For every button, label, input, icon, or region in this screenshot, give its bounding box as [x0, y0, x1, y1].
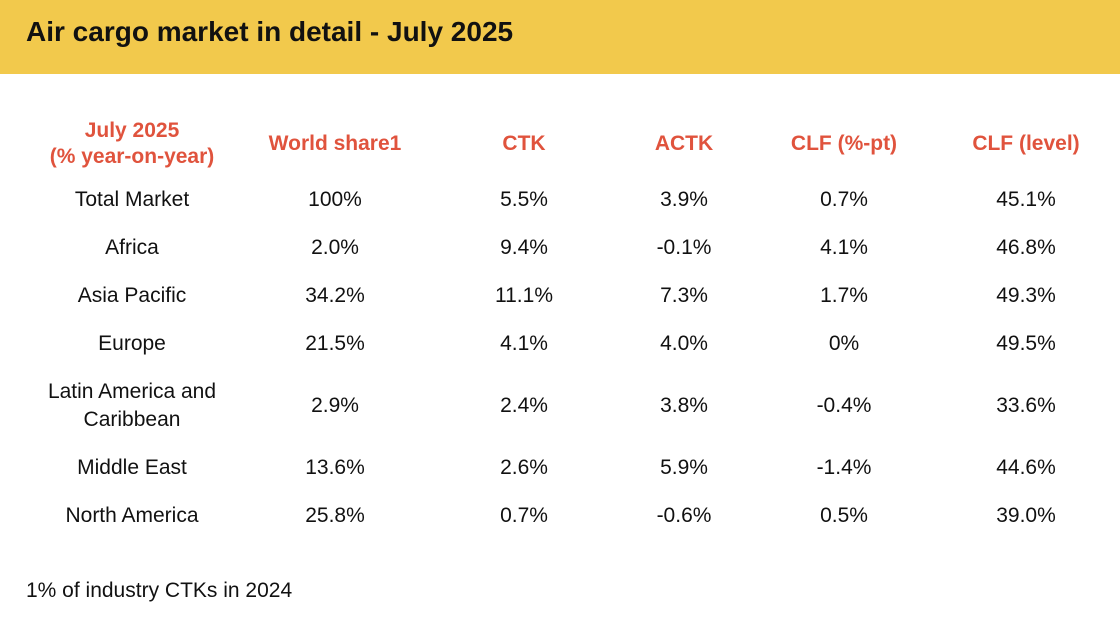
clf-pt-cell: -0.4%: [816, 394, 872, 417]
world-share-cell: 34.2%: [305, 284, 365, 307]
world-share-cell: 13.6%: [305, 456, 365, 479]
header-actk: ACTK: [654, 132, 714, 155]
table-row: Africa 2.0% 9.4% -0.1% 4.1% 46.8%: [18, 224, 1108, 272]
world-share-cell: 100%: [308, 188, 362, 211]
region-cell: Europe: [98, 332, 166, 355]
header-world-share: World share1: [268, 132, 402, 155]
header-region-line1: July 2025: [84, 119, 180, 142]
clf-pt-cell: 1.7%: [820, 284, 868, 307]
region-line2: Caribbean: [83, 408, 181, 431]
region-cell: Latin America and Caribbean: [18, 368, 246, 444]
world-share-cell: 2.0%: [311, 236, 359, 259]
table-row: Europe 21.5% 4.1% 4.0% 0% 49.5%: [18, 320, 1108, 368]
ctk-cell: 4.1%: [500, 332, 548, 355]
actk-cell: -0.6%: [656, 504, 712, 527]
page-title: Air cargo market in detail - July 2025: [26, 16, 514, 47]
clf-level-cell: 44.6%: [996, 456, 1056, 479]
table-row: Middle East 13.6% 2.6% 5.9% -1.4% 44.6%: [18, 444, 1108, 492]
clf-pt-cell: 0.7%: [820, 188, 868, 211]
header-clf-level: CLF (level): [972, 132, 1080, 155]
clf-pt-cell: 0%: [828, 332, 860, 355]
table-row: Asia Pacific 34.2% 11.1% 7.3% 1.7% 49.3%: [18, 272, 1108, 320]
header-clf-pt: CLF (%-pt): [790, 132, 898, 155]
region-cell: Total Market: [74, 188, 190, 211]
header-region-line2: (% year-on-year): [49, 145, 215, 168]
region-cell: Middle East: [77, 456, 187, 479]
ctk-cell: 0.7%: [500, 504, 548, 527]
region-line1: Latin America and: [47, 380, 217, 403]
ctk-cell: 2.6%: [500, 456, 548, 479]
region-cell: North America: [65, 504, 199, 527]
header-region: July 2025 (% year-on-year): [18, 112, 246, 176]
clf-pt-cell: 0.5%: [820, 504, 868, 527]
footnote: 1% of industry CTKs in 2024: [26, 579, 293, 602]
region-cell: Asia Pacific: [77, 284, 187, 307]
region-cell: Africa: [105, 236, 159, 259]
title-banner: Air cargo market in detail - July 2025: [0, 0, 1120, 74]
table-row: North America 25.8% 0.7% -0.6% 0.5% 39.0…: [18, 492, 1108, 540]
actk-cell: 7.3%: [660, 284, 708, 307]
world-share-cell: 21.5%: [305, 332, 365, 355]
actk-cell: 3.9%: [660, 188, 708, 211]
world-share-cell: 2.9%: [311, 394, 359, 417]
ctk-cell: 2.4%: [500, 394, 548, 417]
world-share-cell: 25.8%: [305, 504, 365, 527]
ctk-cell: 9.4%: [500, 236, 548, 259]
clf-pt-cell: -1.4%: [816, 456, 872, 479]
actk-cell: -0.1%: [656, 236, 712, 259]
table-header-row: July 2025 (% year-on-year) World share1 …: [18, 112, 1108, 176]
clf-level-cell: 49.3%: [996, 284, 1056, 307]
ctk-cell: 11.1%: [495, 284, 553, 307]
market-table: July 2025 (% year-on-year) World share1 …: [18, 112, 1108, 540]
clf-level-cell: 45.1%: [996, 188, 1056, 211]
actk-cell: 5.9%: [660, 456, 708, 479]
clf-pt-cell: 4.1%: [820, 236, 868, 259]
clf-level-cell: 33.6%: [996, 394, 1056, 417]
actk-cell: 3.8%: [660, 394, 708, 417]
table-row: Latin America and Caribbean 2.9% 2.4% 3.…: [18, 368, 1108, 444]
clf-level-cell: 49.5%: [996, 332, 1056, 355]
clf-level-cell: 46.8%: [996, 236, 1056, 259]
table-row: Total Market 100% 5.5% 3.9% 0.7% 45.1%: [18, 176, 1108, 224]
actk-cell: 4.0%: [660, 332, 708, 355]
ctk-cell: 5.5%: [500, 188, 548, 211]
header-ctk: CTK: [502, 132, 546, 155]
clf-level-cell: 39.0%: [996, 504, 1056, 527]
